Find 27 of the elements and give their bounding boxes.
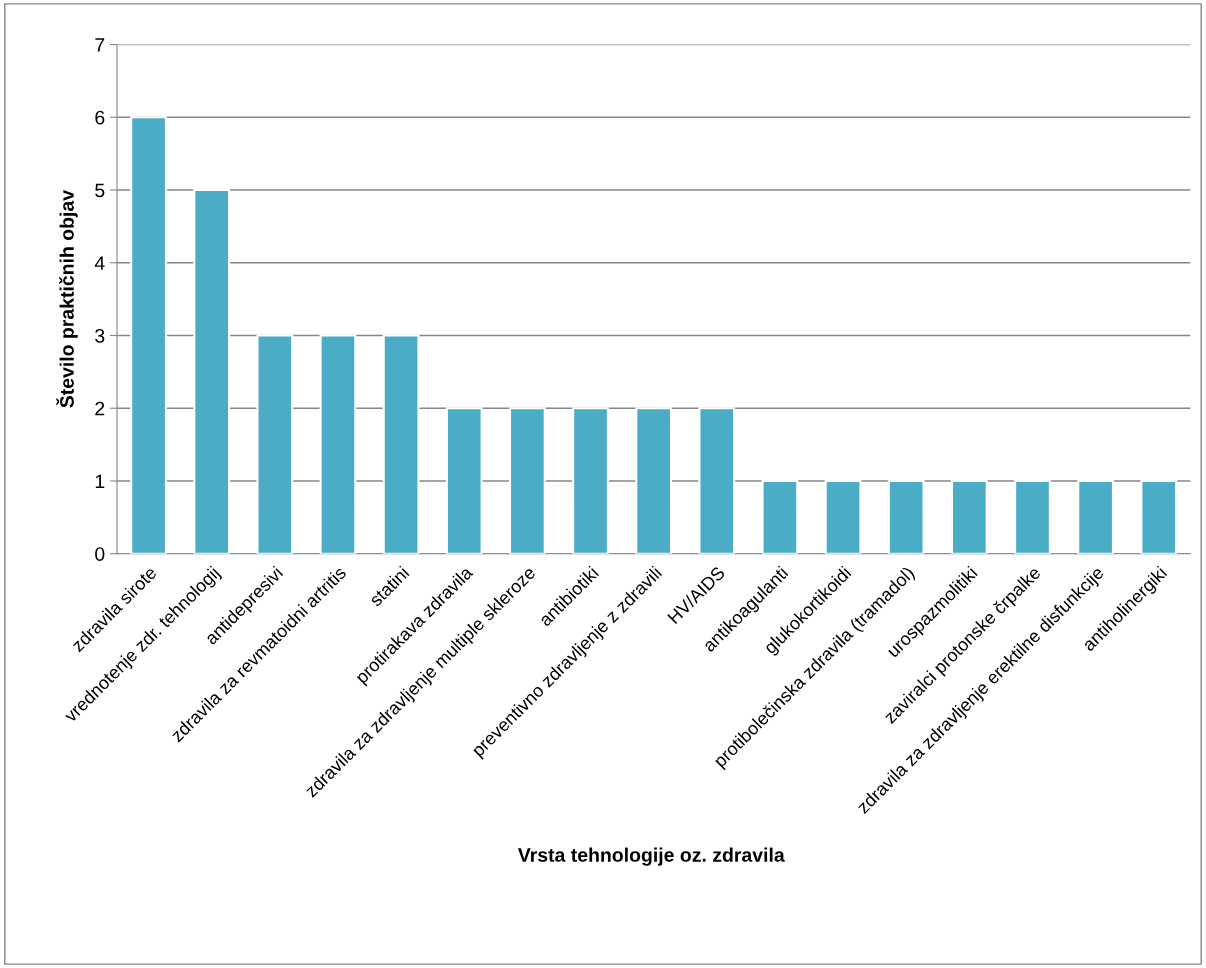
bar [824,479,862,554]
bar [698,407,736,554]
y-tick-label: 3 [95,328,105,343]
bar [572,407,609,554]
bar [130,116,167,554]
y-tick-label: 5 [95,183,105,198]
bar [382,334,420,554]
y-tick-label: 1 [95,474,105,488]
bar [1014,479,1051,554]
bar [508,407,546,554]
y-tick-label: 6 [95,110,105,125]
y-axis-title: Število praktičnih objav [56,190,78,408]
bar [635,407,673,554]
bar [761,479,799,554]
bar [950,479,988,554]
y-tick-label: 4 [94,256,105,270]
bar [1140,479,1178,554]
bar [445,407,483,554]
bar [1077,479,1115,554]
bar [256,334,294,554]
y-tick-label: 0 [95,547,105,561]
y-tick-label: 2 [95,401,105,416]
bar [319,334,357,554]
x-axis-title: Vrsta tehnologije oz. zdravila [517,847,785,866]
y-tick-label: 7 [95,38,105,52]
bar [887,479,925,554]
bar [193,188,231,554]
